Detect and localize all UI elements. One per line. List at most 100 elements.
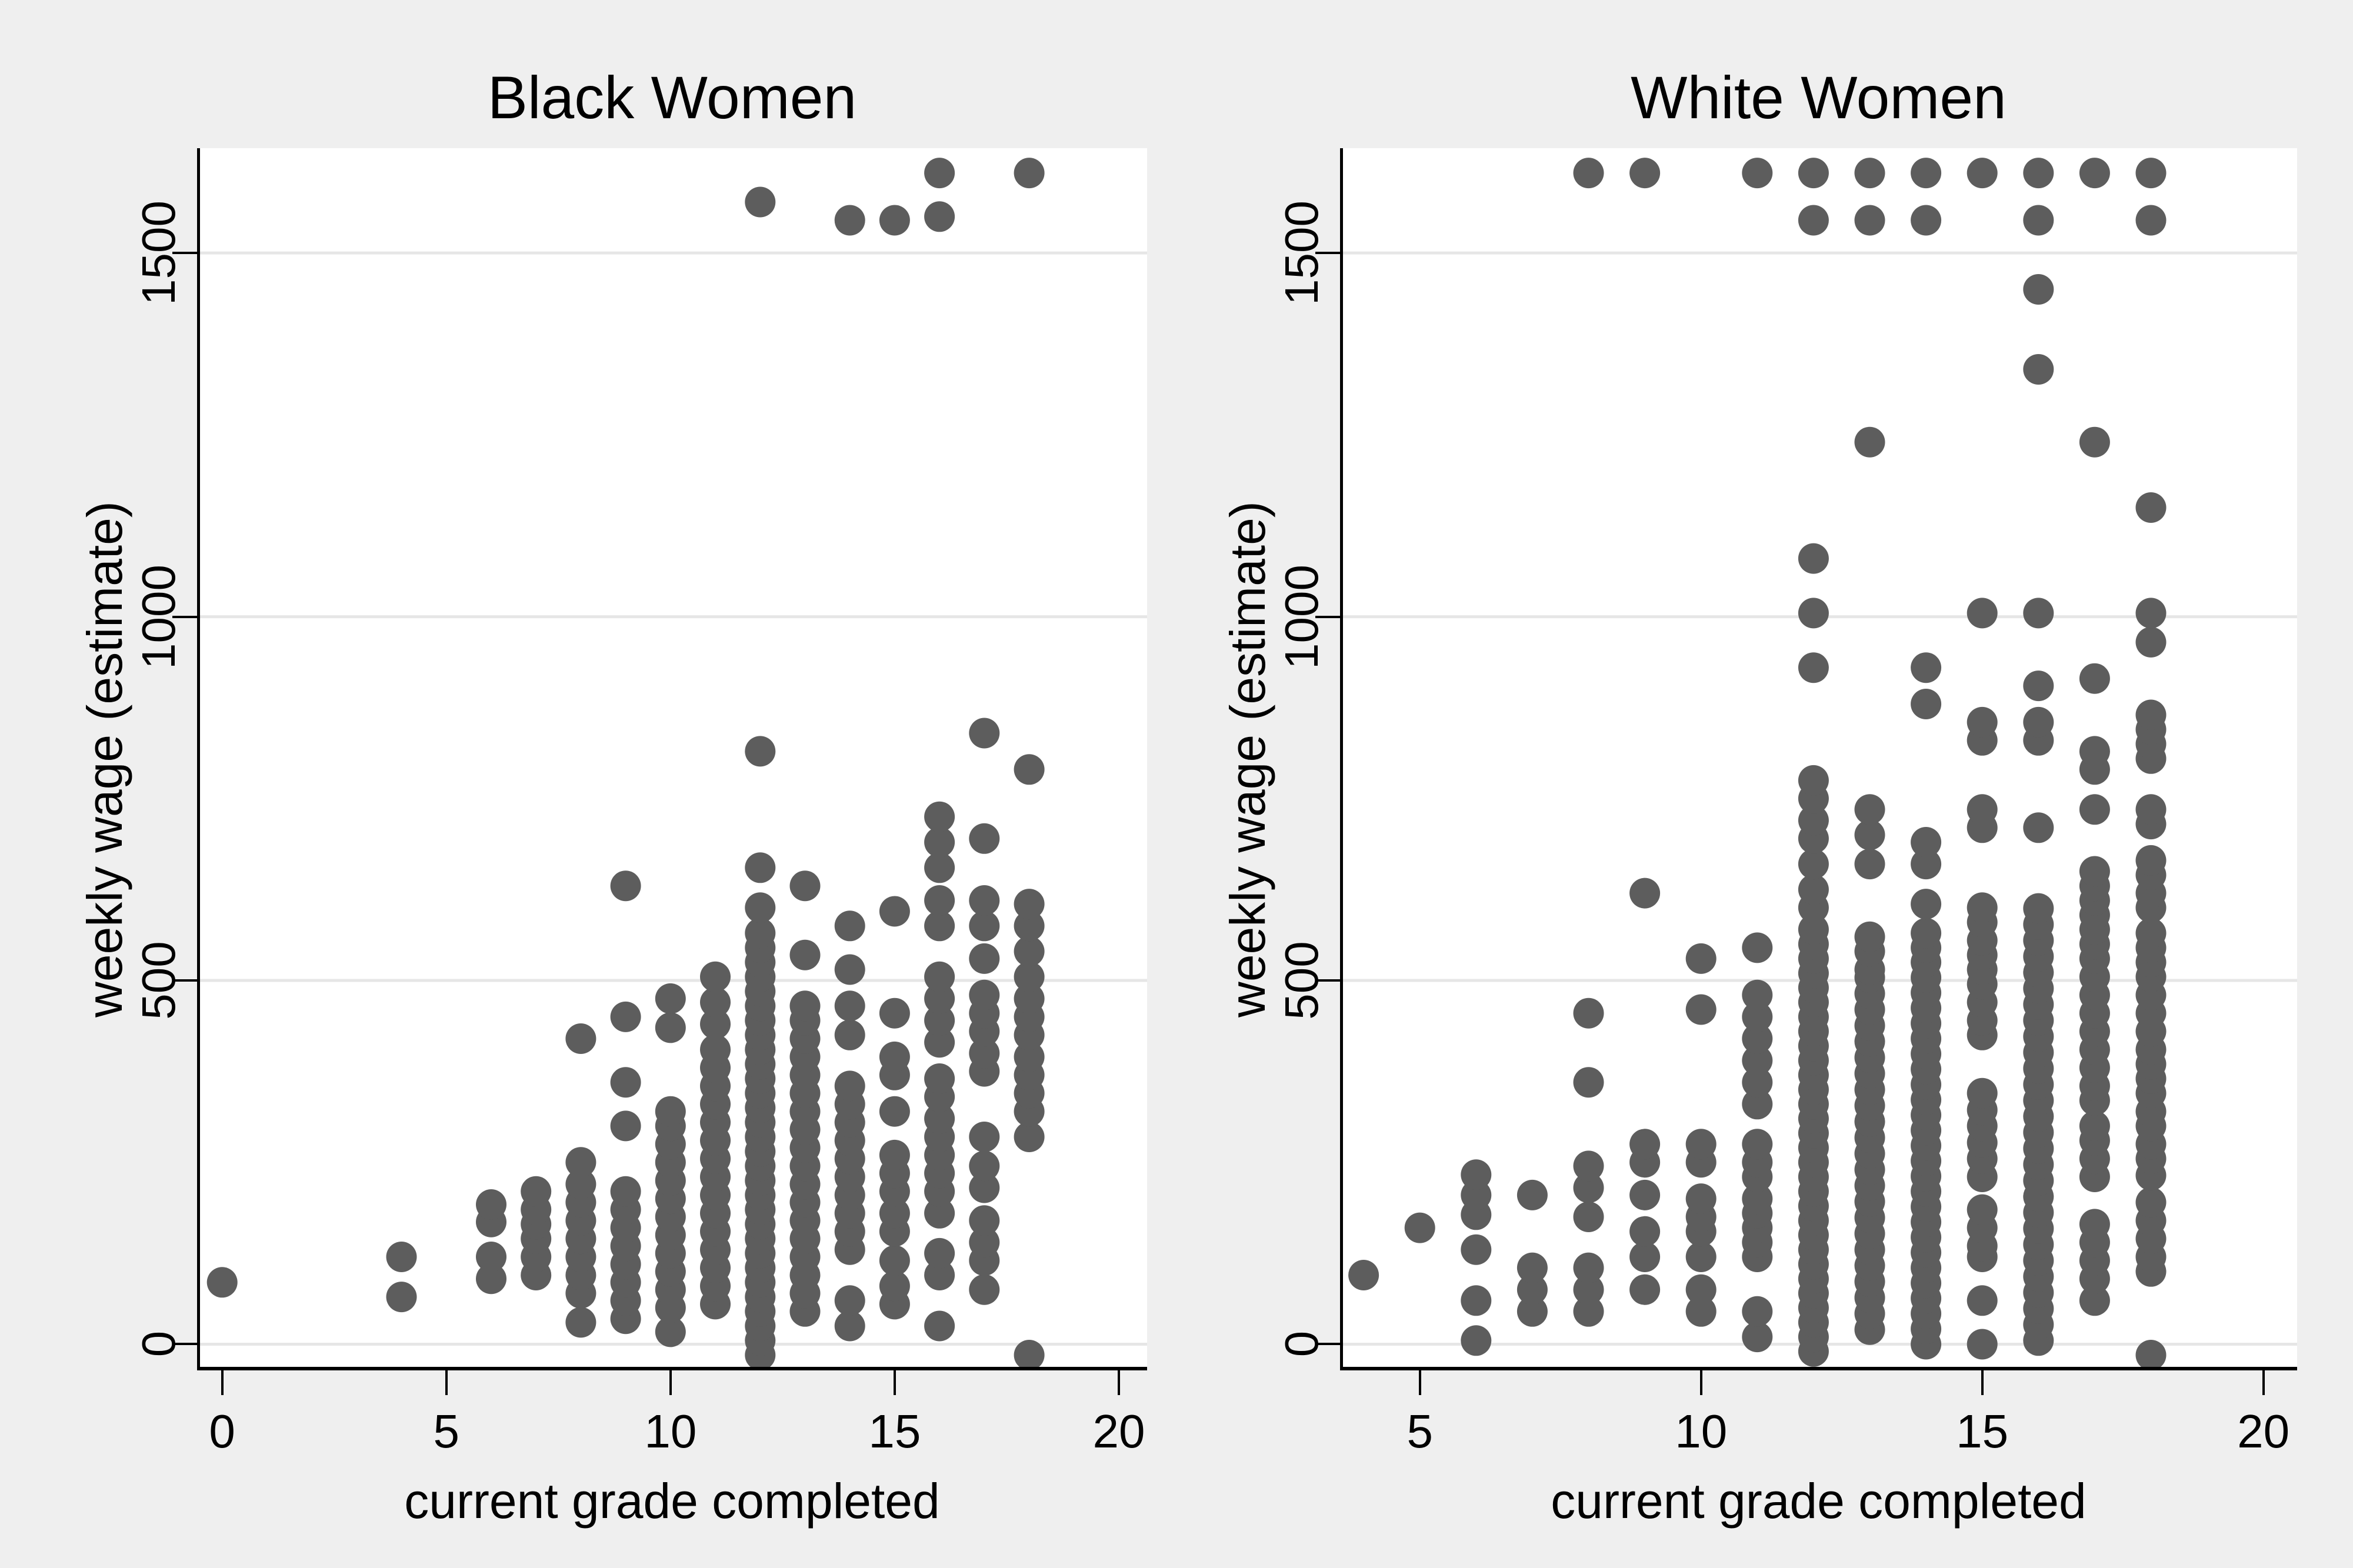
data-point	[2079, 158, 2110, 189]
data-point	[1742, 1183, 1773, 1215]
data-point	[1573, 1296, 1604, 1327]
data-point	[1573, 1274, 1604, 1305]
data-point	[2023, 893, 2054, 924]
data-point	[2079, 426, 2110, 458]
data-point	[969, 823, 1000, 854]
data-point	[1854, 794, 1885, 825]
data-point	[1854, 158, 1885, 189]
data-point	[1967, 706, 1998, 738]
data-point	[834, 205, 865, 236]
data-point	[2079, 1285, 2110, 1316]
data-point	[1911, 158, 1942, 189]
plot-area	[197, 148, 1147, 1370]
data-point	[1685, 994, 1717, 1025]
x-tick-mark	[1418, 1370, 1421, 1395]
data-point	[2135, 492, 2167, 523]
x-tick-mark	[221, 1370, 224, 1395]
data-point	[1014, 158, 1045, 189]
y-tick-label: 1500	[1275, 201, 1328, 306]
data-point	[565, 1307, 596, 1338]
data-point	[1014, 1041, 1045, 1072]
data-point	[1573, 158, 1604, 189]
data-point	[924, 158, 955, 189]
data-point	[2023, 274, 2054, 305]
y-tick-mark	[1315, 1343, 1340, 1346]
data-point	[1517, 1252, 1548, 1283]
x-tick-label: 15	[868, 1405, 921, 1457]
data-point	[1911, 827, 1942, 858]
y-tick-label: 500	[1275, 941, 1328, 1020]
data-point	[1911, 889, 1942, 920]
data-point	[879, 205, 910, 236]
data-point	[1967, 1285, 1998, 1316]
data-point	[924, 910, 955, 942]
data-point	[1573, 1150, 1604, 1182]
data-point	[1742, 1089, 1773, 1120]
y-tick-mark	[1315, 979, 1340, 982]
data-point	[969, 1122, 1000, 1152]
data-point	[969, 910, 1000, 942]
data-point	[1967, 1194, 1998, 1225]
data-point	[1014, 910, 1045, 942]
data-point	[1911, 918, 1942, 949]
data-point	[1014, 983, 1045, 1014]
data-point	[745, 852, 776, 883]
plot-area	[1340, 148, 2297, 1370]
data-point	[924, 1005, 955, 1036]
y-tick-label: 1000	[1275, 564, 1328, 669]
data-point	[2023, 354, 2054, 385]
data-point	[969, 718, 1000, 749]
data-point	[1911, 689, 1942, 719]
data-point	[2135, 918, 2167, 949]
data-point	[969, 1227, 1000, 1258]
data-point	[1798, 805, 1829, 836]
data-point	[1967, 892, 1998, 923]
y-tick-mark	[172, 979, 197, 982]
x-tick-label: 5	[1407, 1405, 1433, 1457]
data-point	[1798, 205, 1829, 236]
y-axis-label: weekly wage (estimate)	[1220, 501, 1275, 1017]
data-point	[924, 201, 955, 232]
data-point	[2023, 598, 2054, 629]
data-point	[2023, 158, 2054, 189]
data-point	[610, 1110, 641, 1142]
data-point	[655, 1096, 686, 1127]
data-point	[1014, 961, 1045, 992]
data-point	[924, 1237, 955, 1269]
x-tick-mark	[669, 1370, 672, 1395]
y-tick-mark	[172, 1343, 197, 1346]
data-point	[789, 870, 821, 902]
data-point	[924, 1027, 955, 1058]
data-point	[834, 1310, 865, 1342]
data-point	[1742, 1296, 1773, 1327]
data-point	[789, 939, 821, 970]
data-point	[476, 1263, 506, 1295]
data-point	[1014, 1122, 1045, 1152]
data-point	[610, 1067, 641, 1098]
data-point	[1742, 1023, 1773, 1054]
x-tick-label: 20	[1092, 1405, 1145, 1457]
data-point	[1629, 158, 1661, 189]
data-point	[924, 852, 955, 883]
data-point	[1854, 426, 1885, 458]
data-point	[924, 885, 955, 916]
data-point	[2135, 1340, 2167, 1370]
data-point	[834, 910, 865, 942]
data-point	[745, 918, 776, 949]
data-point	[879, 1197, 910, 1229]
data-point	[1742, 1322, 1773, 1353]
data-point	[1348, 1260, 1379, 1290]
data-point	[1967, 794, 1998, 825]
data-point	[2023, 670, 2054, 702]
data-point	[2135, 158, 2167, 189]
data-point	[1517, 1274, 1548, 1305]
data-point	[1685, 1242, 1717, 1272]
data-point	[610, 870, 641, 902]
data-point	[1742, 1129, 1773, 1160]
data-point	[1742, 932, 1773, 963]
data-point	[1798, 914, 1829, 945]
x-tick-label: 15	[1956, 1405, 2009, 1457]
data-point	[2079, 1110, 2110, 1142]
